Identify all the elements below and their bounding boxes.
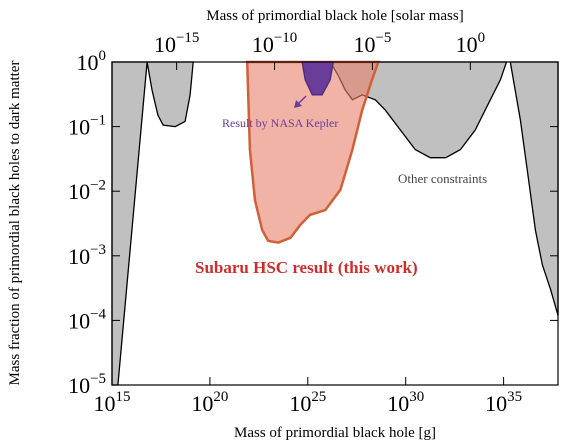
y-tick-label: 10−5	[68, 371, 106, 398]
x-tick-label: 1035	[485, 389, 522, 416]
x2-tick-label: 100	[456, 30, 485, 57]
x-tick-label: 1020	[191, 389, 228, 416]
x-axis-label: Mass of primordial black hole [g]	[234, 425, 436, 441]
x-tick-label: 1025	[289, 389, 326, 416]
y-tick-label: 10−1	[68, 113, 106, 140]
x2-tick-label: 10−15	[154, 30, 199, 57]
x-tick-label: 1030	[387, 389, 424, 416]
annotation: Result by NASA Kepler	[222, 116, 338, 130]
x2-axis-label: Mass of primordial black hole [solar mas…	[206, 8, 463, 24]
x2-tick-label: 10−5	[353, 30, 391, 57]
region	[509, 61, 559, 316]
region	[111, 61, 194, 386]
y-tick-label: 10−3	[68, 242, 106, 269]
x-tick-label: 1015	[94, 389, 131, 416]
annotation: Subaru HSC result (this work)	[195, 258, 418, 277]
y-axis-label: Mass fraction of primordial black holes …	[7, 61, 23, 386]
y-tick-label: 10−2	[68, 177, 106, 204]
annotation-arrowhead	[294, 100, 302, 108]
y-tick-label: 100	[77, 48, 106, 75]
plot-frame	[111, 61, 559, 386]
y-tick-label: 10−4	[68, 307, 106, 334]
x2-tick-label: 10−10	[252, 30, 297, 57]
region	[245, 60, 381, 244]
annotation: Other constraints	[398, 171, 487, 186]
